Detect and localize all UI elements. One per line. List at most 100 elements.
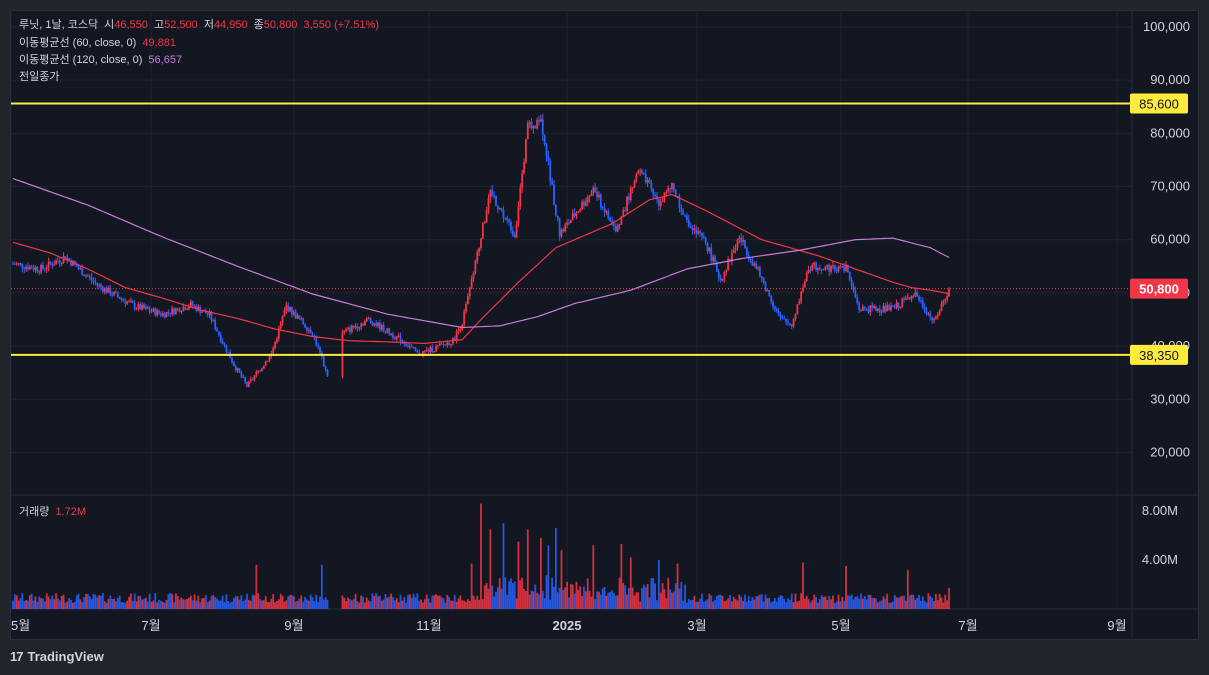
- volume-bar: [83, 596, 86, 609]
- volume-bar: [130, 593, 132, 609]
- volume-bar: [485, 582, 488, 609]
- candle-body: [710, 247, 713, 261]
- candle-body: [62, 256, 65, 263]
- ma120-legend[interactable]: 이동평균선 (120, close, 0) 56,657: [19, 52, 185, 68]
- volume-bar: [584, 591, 587, 609]
- volume-bar: [847, 595, 849, 609]
- candle-body: [912, 295, 915, 297]
- volume-bar: [234, 596, 237, 609]
- candle-body: [307, 329, 310, 331]
- prev-close-legend[interactable]: 전일종가: [19, 69, 62, 85]
- candle-body: [700, 233, 703, 236]
- candle-body: [517, 206, 520, 224]
- volume-bar: [875, 598, 877, 609]
- candle-body: [163, 313, 166, 318]
- candle-body: [805, 272, 808, 282]
- volume-bar: [23, 601, 26, 609]
- candle-body: [646, 179, 649, 183]
- candle-body: [311, 333, 314, 336]
- candle-body: [470, 278, 473, 288]
- volume-bar: [747, 596, 750, 609]
- ma60-legend[interactable]: 이동평균선 (60, close, 0) 49,881: [19, 35, 179, 51]
- candle-body: [57, 260, 59, 262]
- volume-bar: [133, 593, 136, 609]
- price-axis[interactable]: 20,00030,00040,00050,00060,00070,00080,0…: [1143, 19, 1190, 459]
- candle-body: [642, 173, 645, 175]
- candle-body: [83, 275, 86, 277]
- volume-bar: [53, 599, 56, 609]
- volume-bar: [25, 600, 28, 609]
- candle-body: [745, 247, 748, 256]
- volume-bar: [835, 601, 838, 609]
- candle-body: [98, 284, 101, 286]
- candle-body: [923, 306, 926, 311]
- candle-body: [654, 194, 656, 197]
- volume-bar: [131, 600, 134, 609]
- volume-bar: [367, 600, 370, 609]
- volume-bar: [577, 589, 580, 609]
- candle-body: [36, 266, 39, 272]
- candle-body: [521, 173, 524, 188]
- candle-body: [794, 314, 797, 320]
- chart-frame[interactable]: 20,00030,00040,00050,00060,00070,00080,0…: [10, 10, 1200, 641]
- ma60-line[interactable]: [12, 193, 950, 345]
- volume-legend[interactable]: 거래량 1.72M: [19, 504, 89, 520]
- candle-body: [575, 212, 578, 217]
- volume-bar: [659, 592, 662, 609]
- candle-body: [116, 292, 119, 297]
- volume-bar: [313, 601, 316, 609]
- volume-bar: [519, 580, 522, 609]
- candle-body: [506, 218, 509, 221]
- ma60-value: 49,881: [142, 37, 176, 49]
- volume-bar: [674, 583, 677, 609]
- candle-body: [633, 180, 636, 188]
- candle-body: [261, 368, 263, 371]
- volume-bar: [652, 577, 655, 609]
- volume-bar: [910, 594, 913, 609]
- volume-bar: [465, 601, 467, 609]
- ma120-label: 이동평균선 (120, close, 0): [19, 54, 143, 66]
- candle-body: [603, 208, 606, 213]
- candle-body: [639, 170, 642, 172]
- volume-bar: [828, 595, 831, 609]
- candle-body: [893, 306, 896, 308]
- level-price-label: 38,350: [1139, 348, 1179, 363]
- volume-bar: [727, 598, 730, 609]
- volume-bar: [246, 593, 248, 609]
- candle-body: [367, 318, 370, 320]
- volume-bar: [744, 594, 746, 609]
- time-tick-label: 7월: [141, 618, 160, 633]
- ma120-line[interactable]: [12, 177, 950, 329]
- candle-body: [354, 326, 357, 328]
- volume-bar: [259, 599, 262, 609]
- candle-body: [734, 247, 737, 251]
- candle-body: [684, 214, 686, 216]
- volume-bar: [661, 583, 664, 609]
- volume-bar: [450, 600, 452, 609]
- time-axis[interactable]: 5월 7월 9월 11월 2025 3월 5월 7월 9월: [11, 618, 1127, 633]
- volume-bar: [510, 578, 512, 609]
- price-tick-label: 30,000: [1150, 391, 1190, 406]
- tradingview-branding[interactable]: 17 TradingView: [10, 649, 104, 664]
- volume-bar: [869, 595, 872, 609]
- volume-bar: [62, 594, 65, 609]
- candle-body: [343, 330, 346, 332]
- candle-body: [188, 306, 190, 309]
- candle-body: [347, 327, 349, 329]
- candle-body: [126, 301, 129, 304]
- volume-bar: [40, 598, 42, 609]
- volume-bar: [452, 600, 454, 609]
- volume-bar: [678, 588, 681, 609]
- volume-bar: [317, 601, 320, 609]
- volume-bar: [189, 595, 192, 609]
- volume-bar: [700, 593, 703, 609]
- volume-bar: [470, 563, 473, 609]
- volume-bar: [783, 598, 786, 609]
- volume-bar: [903, 595, 905, 609]
- time-tick-label: 2025: [553, 618, 582, 633]
- volume-bar: [504, 577, 507, 609]
- price-chart[interactable]: 20,00030,00040,00050,00060,00070,00080,0…: [11, 11, 1200, 641]
- volume-bar: [715, 596, 718, 609]
- volume-bar: [822, 596, 825, 609]
- volume-bar: [916, 598, 919, 609]
